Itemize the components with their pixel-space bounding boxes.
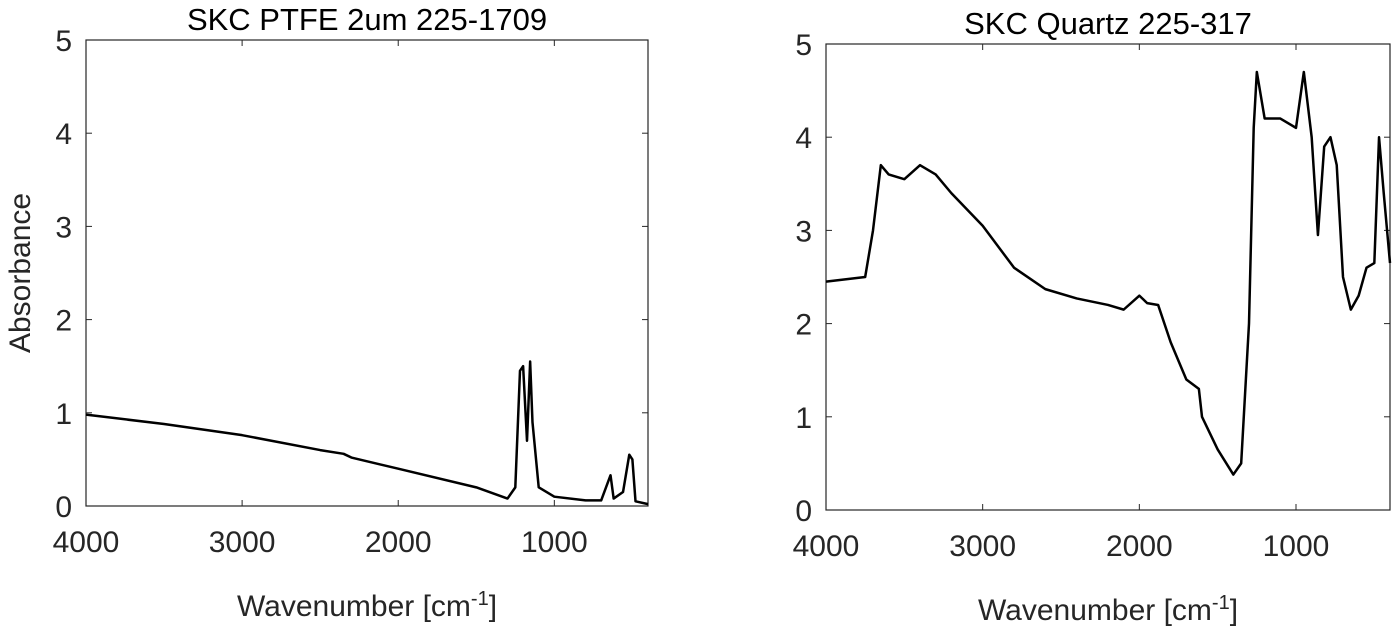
x-axis-label-part: Wavenumber [cm [978, 594, 1212, 627]
y-tick-label: 2 [55, 305, 72, 338]
x-axis-label-part: -1 [471, 588, 489, 610]
series-line [825, 70, 1392, 476]
y-tick-label: 0 [795, 495, 812, 528]
x-axis-label-part: -1 [1212, 592, 1230, 614]
chart-title: SKC PTFE 2um 225-1709 [187, 2, 547, 37]
x-tick-label: 2000 [1106, 530, 1173, 563]
x-tick-label: 1000 [1263, 530, 1330, 563]
y-axis-label: Absorbance [4, 193, 37, 353]
x-axis-label: Wavenumber [cm-1] [237, 588, 497, 623]
y-tick-label: 5 [55, 25, 72, 58]
y-tick-label: 2 [795, 309, 812, 342]
chart-title: SKC Quartz 225-317 [964, 6, 1252, 41]
y-tick-label: 1 [795, 402, 812, 435]
x-axis-label-part: Wavenumber [cm [237, 590, 471, 623]
series-line [85, 360, 649, 506]
x-tick-label: 1000 [521, 526, 588, 559]
y-tick-label: 5 [795, 29, 812, 62]
x-tick-label: 3000 [949, 530, 1016, 563]
plot: SKC Quartz 225-317 0 1 2 3 4 5 4000 3000 2000 1000… [793, 6, 1392, 627]
y-tick-label: 0 [55, 491, 72, 524]
x-axis-label: Wavenumber [cm-1] [978, 592, 1238, 627]
y-tick-label: 3 [795, 215, 812, 248]
x-axis-label-part: ] [1230, 594, 1238, 627]
axes-box [85, 39, 649, 507]
x-tick-label: 2000 [365, 526, 432, 559]
plot: SKC PTFE 2um 225-1709 0 1 2 3 4 5 4000 3000 2000 1… [4, 2, 649, 623]
x-tick-label: 4000 [793, 530, 860, 563]
y-tick-label: 4 [795, 122, 812, 155]
y-tick-label: 4 [55, 118, 72, 151]
y-tick-label: 3 [55, 211, 72, 244]
x-tick-label: 4000 [53, 526, 120, 559]
axes-box [825, 43, 1391, 511]
y-tick-label: 1 [55, 398, 72, 431]
x-tick-label: 3000 [209, 526, 276, 559]
x-axis-label-part: ] [489, 590, 497, 623]
